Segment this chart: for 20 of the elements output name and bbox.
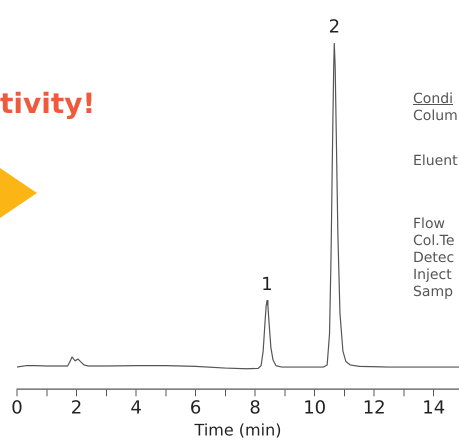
annotation: 1: [261, 274, 273, 296]
x-tick-label: 12: [362, 398, 386, 419]
annotation: Detec: [413, 250, 454, 266]
x-tick-label: 14: [422, 398, 446, 419]
annotation: Flow: [413, 216, 445, 232]
x-tick-label: 8: [249, 398, 261, 419]
annotation: Colum: [413, 108, 458, 124]
x-tick-label: 2: [70, 398, 82, 419]
x-tick-label: 10: [303, 398, 326, 419]
annotation: tivity!: [0, 87, 96, 120]
annotation: Eluent: [413, 153, 458, 169]
annotation: Col.Te: [413, 233, 454, 249]
annotation: Inject: [413, 267, 452, 283]
x-tick-label: 6: [190, 398, 202, 419]
x-axis-title: Time (min): [194, 420, 282, 440]
x-tick-label: 0: [11, 398, 23, 419]
annotation: Condi: [413, 91, 453, 107]
annotation: Samp: [413, 284, 453, 300]
x-tick-label: 4: [130, 398, 142, 419]
annotation: 2: [328, 16, 340, 38]
